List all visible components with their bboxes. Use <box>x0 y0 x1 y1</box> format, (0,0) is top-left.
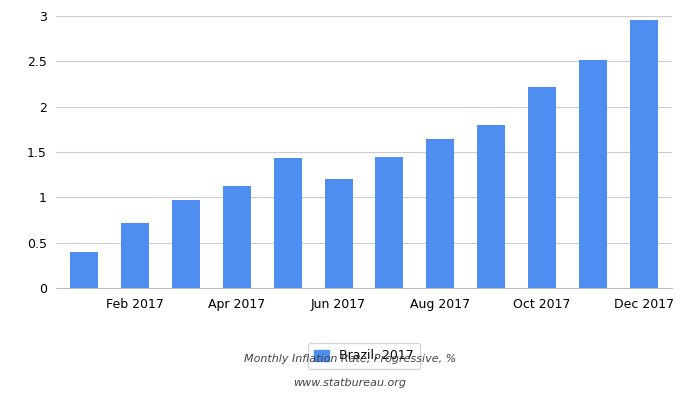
Text: Monthly Inflation Rate, Progressive, %: Monthly Inflation Rate, Progressive, % <box>244 354 456 364</box>
Bar <box>325 179 353 288</box>
Bar <box>630 20 658 288</box>
Legend: Brazil, 2017: Brazil, 2017 <box>308 343 420 369</box>
Bar <box>426 139 454 288</box>
Bar <box>223 186 251 288</box>
Bar <box>70 252 98 288</box>
Text: www.statbureau.org: www.statbureau.org <box>293 378 407 388</box>
Bar <box>375 158 403 288</box>
Bar <box>274 158 302 288</box>
Bar <box>528 87 556 288</box>
Bar <box>477 125 505 288</box>
Bar <box>121 223 149 288</box>
Bar <box>172 200 200 288</box>
Bar <box>579 60 607 288</box>
